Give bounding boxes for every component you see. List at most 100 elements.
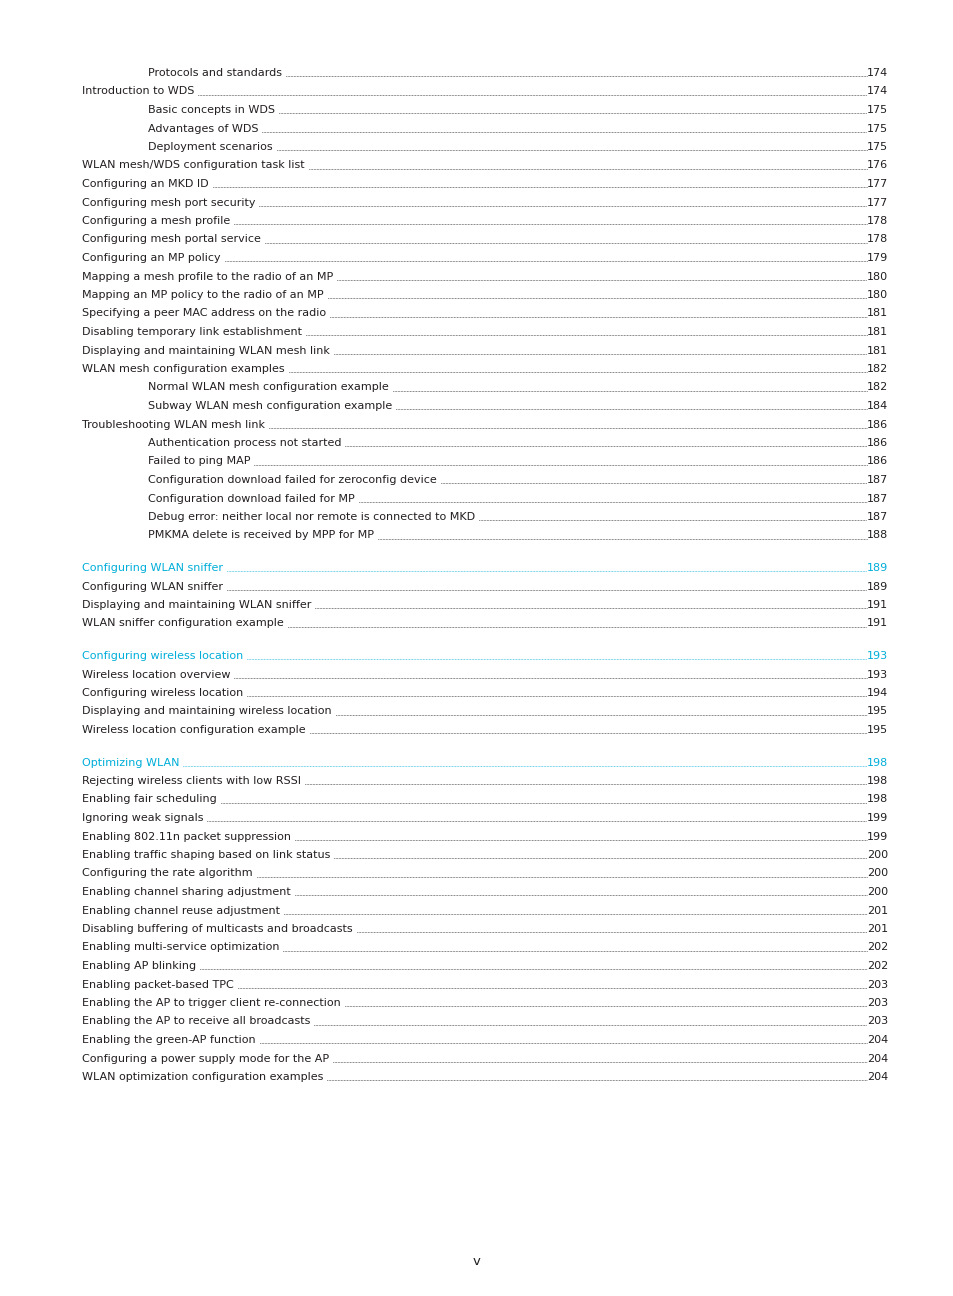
Text: Disabling temporary link establishment: Disabling temporary link establishment <box>82 327 302 337</box>
Text: Subway WLAN mesh configuration example: Subway WLAN mesh configuration example <box>148 400 392 411</box>
Text: 193: 193 <box>866 670 887 679</box>
Text: Configuring an MP policy: Configuring an MP policy <box>82 253 220 263</box>
Text: 178: 178 <box>866 216 887 226</box>
Text: Configuration download failed for MP: Configuration download failed for MP <box>148 494 355 504</box>
Text: WLAN mesh configuration examples: WLAN mesh configuration examples <box>82 364 284 375</box>
Text: 177: 177 <box>866 179 887 189</box>
Text: Configuring a mesh profile: Configuring a mesh profile <box>82 216 230 226</box>
Text: Debug error: neither local nor remote is connected to MKD: Debug error: neither local nor remote is… <box>148 512 475 522</box>
Text: Configuration download failed for zeroconfig device: Configuration download failed for zeroco… <box>148 476 436 485</box>
Text: 187: 187 <box>866 476 887 485</box>
Text: 194: 194 <box>866 688 887 699</box>
Text: 184: 184 <box>866 400 887 411</box>
Text: Mapping a mesh profile to the radio of an MP: Mapping a mesh profile to the radio of a… <box>82 271 333 281</box>
Text: Disabling buffering of multicasts and broadcasts: Disabling buffering of multicasts and br… <box>82 924 353 934</box>
Text: Advantages of WDS: Advantages of WDS <box>148 123 258 133</box>
Text: 181: 181 <box>866 346 887 355</box>
Text: 175: 175 <box>866 123 887 133</box>
Text: 201: 201 <box>866 924 887 934</box>
Text: Wireless location configuration example: Wireless location configuration example <box>82 724 305 735</box>
Text: 204: 204 <box>866 1054 887 1064</box>
Text: 188: 188 <box>866 530 887 540</box>
Text: 198: 198 <box>866 757 887 767</box>
Text: Authentication process not started: Authentication process not started <box>148 438 341 448</box>
Text: 204: 204 <box>866 1036 887 1045</box>
Text: 198: 198 <box>866 776 887 785</box>
Text: Failed to ping MAP: Failed to ping MAP <box>148 456 251 467</box>
Text: Ignoring weak signals: Ignoring weak signals <box>82 813 203 823</box>
Text: Introduction to WDS: Introduction to WDS <box>82 87 194 96</box>
Text: 195: 195 <box>866 706 887 717</box>
Text: Enabling the green-AP function: Enabling the green-AP function <box>82 1036 255 1045</box>
Text: 177: 177 <box>866 197 887 207</box>
Text: 193: 193 <box>866 651 887 661</box>
Text: 203: 203 <box>866 998 887 1008</box>
Text: 203: 203 <box>866 980 887 990</box>
Text: Protocols and standards: Protocols and standards <box>148 67 282 78</box>
Text: Enabling multi-service optimization: Enabling multi-service optimization <box>82 942 279 953</box>
Text: WLAN optimization configuration examples: WLAN optimization configuration examples <box>82 1072 323 1082</box>
Text: 180: 180 <box>866 271 887 281</box>
Text: 204: 204 <box>866 1072 887 1082</box>
Text: 199: 199 <box>866 813 887 823</box>
Text: Wireless location overview: Wireless location overview <box>82 670 231 679</box>
Text: Displaying and maintaining WLAN mesh link: Displaying and maintaining WLAN mesh lin… <box>82 346 330 355</box>
Text: 182: 182 <box>866 364 887 375</box>
Text: Rejecting wireless clients with low RSSI: Rejecting wireless clients with low RSSI <box>82 776 301 785</box>
Text: Enabling traffic shaping based on link status: Enabling traffic shaping based on link s… <box>82 850 330 861</box>
Text: 186: 186 <box>866 438 887 448</box>
Text: 191: 191 <box>866 600 887 610</box>
Text: Normal WLAN mesh configuration example: Normal WLAN mesh configuration example <box>148 382 388 393</box>
Text: Configuring mesh port security: Configuring mesh port security <box>82 197 255 207</box>
Text: Enabling packet-based TPC: Enabling packet-based TPC <box>82 980 233 990</box>
Text: 182: 182 <box>866 382 887 393</box>
Text: 199: 199 <box>866 832 887 841</box>
Text: 181: 181 <box>866 308 887 319</box>
Text: 176: 176 <box>866 161 887 171</box>
Text: 187: 187 <box>866 494 887 504</box>
Text: Configuring wireless location: Configuring wireless location <box>82 688 243 699</box>
Text: v: v <box>473 1255 480 1267</box>
Text: Troubleshooting WLAN mesh link: Troubleshooting WLAN mesh link <box>82 420 265 429</box>
Text: 198: 198 <box>866 794 887 805</box>
Text: 180: 180 <box>866 290 887 299</box>
Text: 191: 191 <box>866 618 887 629</box>
Text: 200: 200 <box>866 868 887 879</box>
Text: 186: 186 <box>866 420 887 429</box>
Text: 203: 203 <box>866 1016 887 1026</box>
Text: 202: 202 <box>866 942 887 953</box>
Text: Configuring WLAN sniffer: Configuring WLAN sniffer <box>82 582 223 591</box>
Text: Configuring the rate algorithm: Configuring the rate algorithm <box>82 868 253 879</box>
Text: Enabling fair scheduling: Enabling fair scheduling <box>82 794 216 805</box>
Text: Enabling the AP to trigger client re-connection: Enabling the AP to trigger client re-con… <box>82 998 340 1008</box>
Text: 189: 189 <box>866 562 887 573</box>
Text: Configuring wireless location: Configuring wireless location <box>82 651 243 661</box>
Text: Deployment scenarios: Deployment scenarios <box>148 143 273 152</box>
Text: Configuring a power supply mode for the AP: Configuring a power supply mode for the … <box>82 1054 329 1064</box>
Text: 175: 175 <box>866 143 887 152</box>
Text: Specifying a peer MAC address on the radio: Specifying a peer MAC address on the rad… <box>82 308 326 319</box>
Text: 174: 174 <box>866 67 887 78</box>
Text: Configuring an MKD ID: Configuring an MKD ID <box>82 179 209 189</box>
Text: Basic concepts in WDS: Basic concepts in WDS <box>148 105 274 115</box>
Text: Enabling AP blinking: Enabling AP blinking <box>82 962 196 971</box>
Text: 189: 189 <box>866 582 887 591</box>
Text: Configuring mesh portal service: Configuring mesh portal service <box>82 235 260 245</box>
Text: 181: 181 <box>866 327 887 337</box>
Text: 200: 200 <box>866 850 887 861</box>
Text: Mapping an MP policy to the radio of an MP: Mapping an MP policy to the radio of an … <box>82 290 323 299</box>
Text: Displaying and maintaining WLAN sniffer: Displaying and maintaining WLAN sniffer <box>82 600 311 610</box>
Text: Displaying and maintaining wireless location: Displaying and maintaining wireless loca… <box>82 706 332 717</box>
Text: 187: 187 <box>866 512 887 522</box>
Text: 179: 179 <box>866 253 887 263</box>
Text: Enabling channel sharing adjustment: Enabling channel sharing adjustment <box>82 886 291 897</box>
Text: Enabling channel reuse adjustment: Enabling channel reuse adjustment <box>82 906 280 915</box>
Text: WLAN sniffer configuration example: WLAN sniffer configuration example <box>82 618 283 629</box>
Text: Optimizing WLAN: Optimizing WLAN <box>82 757 179 767</box>
Text: PMKMA delete is received by MPP for MP: PMKMA delete is received by MPP for MP <box>148 530 374 540</box>
Text: 186: 186 <box>866 456 887 467</box>
Text: 201: 201 <box>866 906 887 915</box>
Text: Enabling 802.11n packet suppression: Enabling 802.11n packet suppression <box>82 832 291 841</box>
Text: 178: 178 <box>866 235 887 245</box>
Text: 174: 174 <box>866 87 887 96</box>
